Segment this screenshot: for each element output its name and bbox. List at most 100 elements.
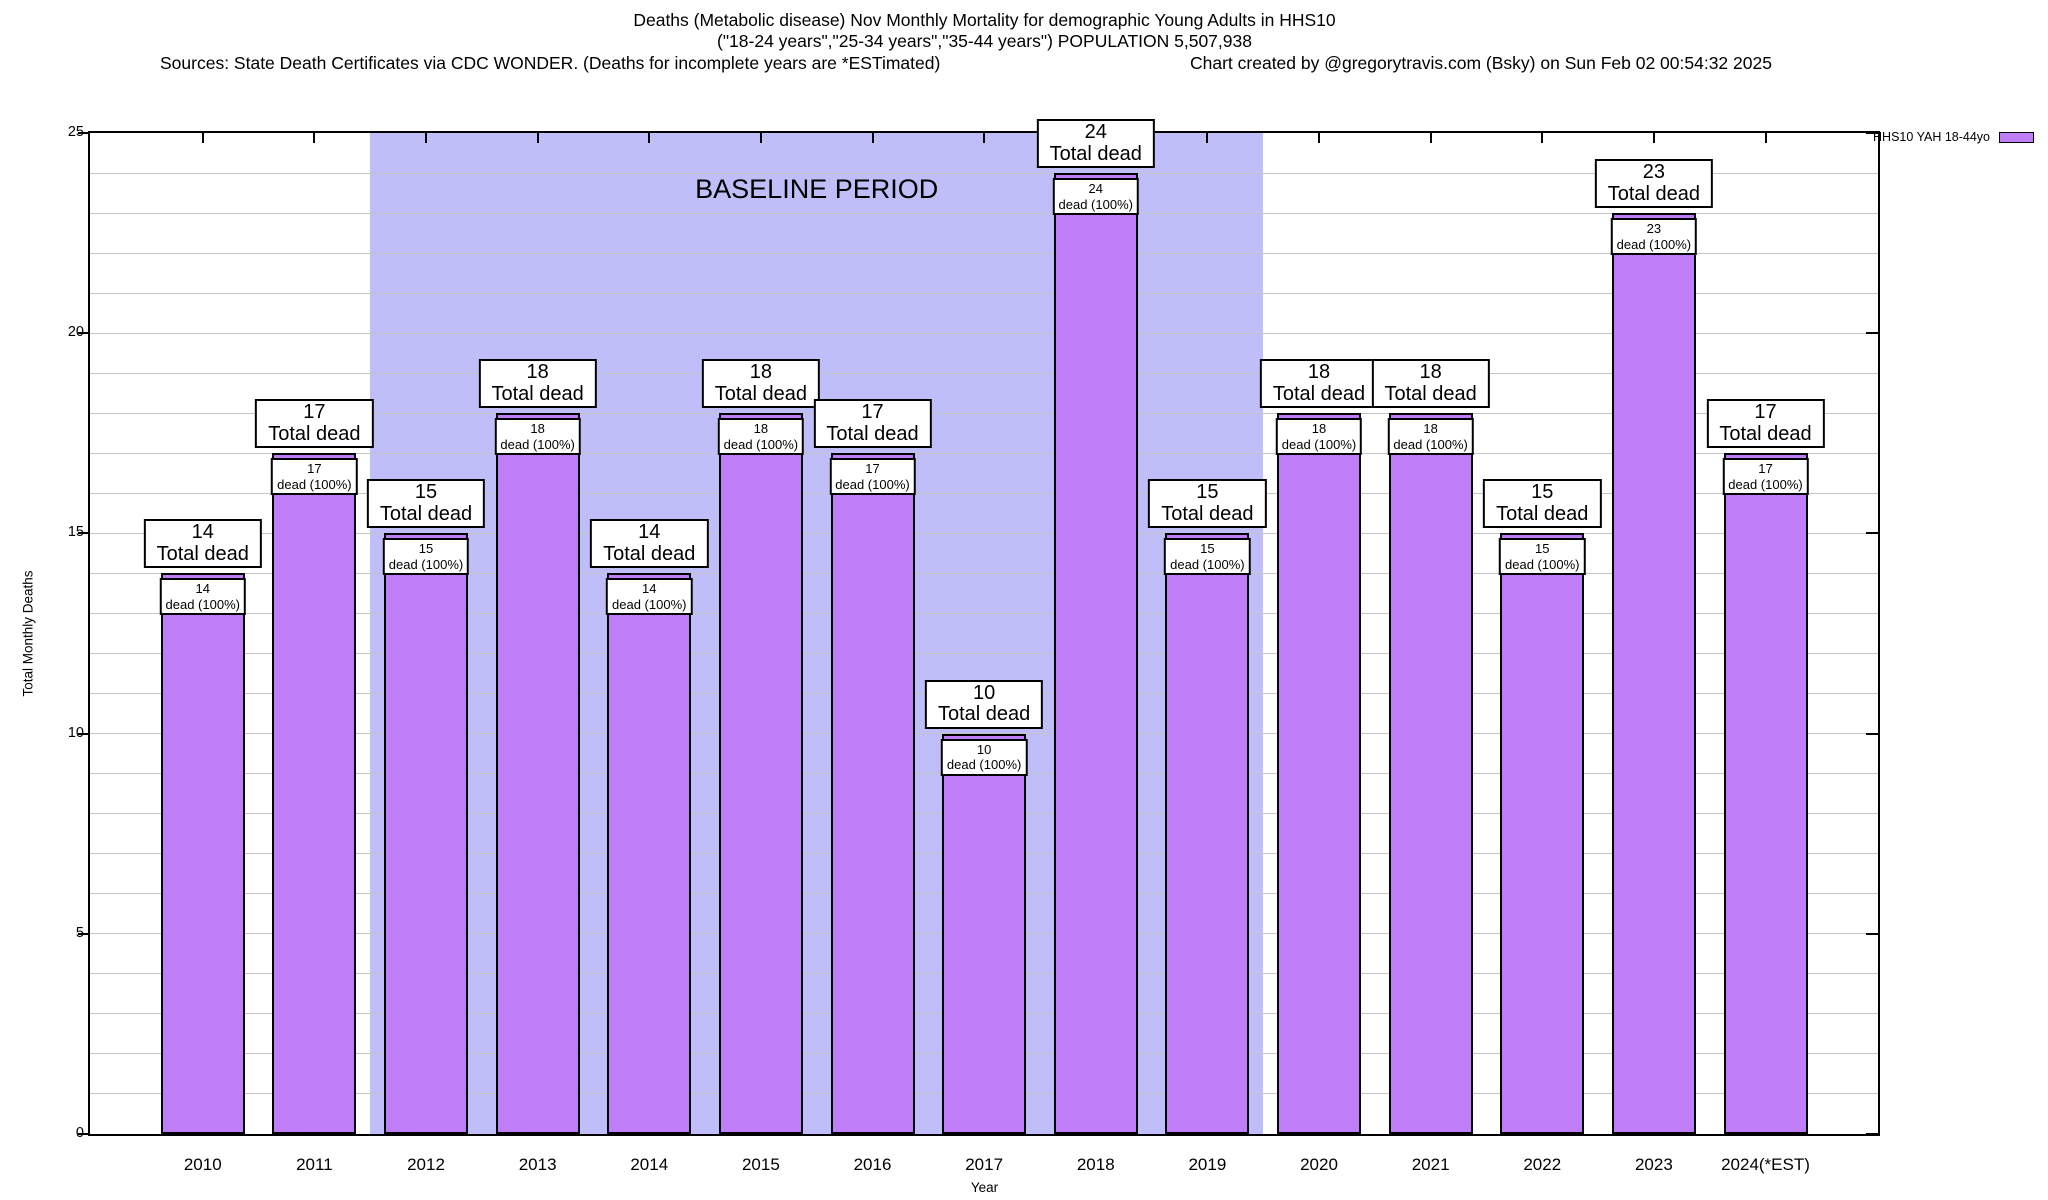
y-axis-tick bbox=[78, 1133, 90, 1135]
bar-total-label-2021: 18 Total dead bbox=[1371, 359, 1490, 409]
bar-total-label-2017: 10 Total dead bbox=[924, 679, 1044, 729]
x-axis-tick-top bbox=[313, 133, 316, 143]
bar-inner-label-2013: 18 dead (100%) bbox=[494, 418, 581, 456]
y-tick-label: 20 bbox=[67, 324, 84, 341]
inner-value: 17 bbox=[865, 461, 880, 477]
total-value: 17 bbox=[303, 401, 326, 424]
total-suffix: Total dead bbox=[379, 502, 473, 525]
bar-inner-label-2023: 23 dead (100%) bbox=[1610, 218, 1698, 256]
baseline-period-label: BASELINE PERIOD bbox=[695, 174, 939, 204]
y-gridline bbox=[90, 572, 1878, 574]
inner-suffix: dead (100%) bbox=[1058, 196, 1133, 212]
x-tick-label-2011: 2011 bbox=[296, 1155, 333, 1174]
total-value: 18 bbox=[1307, 361, 1331, 384]
y-axis-tick bbox=[78, 932, 90, 935]
plot-area: BASELINE PERIOD 0 5 10 15 20 25 14 dead (100%) 14… bbox=[68, 119, 1880, 1174]
inner-value: 17 bbox=[1758, 461, 1773, 477]
bar-2023 bbox=[1611, 213, 1696, 1134]
x-axis-tick-top bbox=[983, 133, 986, 143]
x-axis-tick-top bbox=[648, 133, 651, 143]
bar-2022 bbox=[1500, 533, 1585, 1134]
bar-inner-label-2012: 15 dead (100%) bbox=[382, 538, 470, 576]
credit-note: Chart created by @gregorytravis.com (Bsk… bbox=[1190, 53, 1772, 73]
inner-suffix: dead (100%) bbox=[1505, 556, 1580, 572]
inner-value: 18 bbox=[753, 421, 769, 437]
legend: HHS10 YAH 18-44yo bbox=[1873, 130, 2034, 144]
y-axis-tick bbox=[78, 132, 90, 134]
legend-label: HHS10 YAH 18-44yo bbox=[1873, 130, 1990, 144]
total-suffix: Total dead bbox=[1384, 382, 1477, 405]
total-suffix: Total dead bbox=[156, 542, 249, 565]
inner-suffix: dead (100%) bbox=[1281, 436, 1357, 452]
bar-2012 bbox=[384, 533, 468, 1134]
total-suffix: Total dead bbox=[603, 542, 696, 565]
total-suffix: Total dead bbox=[268, 422, 361, 445]
inner-value: 15 bbox=[1200, 541, 1215, 557]
inner-suffix: dead (100%) bbox=[1393, 436, 1468, 452]
x-axis-tick-top bbox=[1318, 133, 1320, 143]
x-tick-label-2017: 2017 bbox=[965, 1155, 1004, 1174]
bar-2017 bbox=[942, 733, 1027, 1134]
total-value: 15 bbox=[414, 481, 438, 504]
inner-value: 10 bbox=[976, 741, 992, 757]
x-axis-title: Year bbox=[970, 1180, 999, 1195]
bar-inner-label-2020: 18 dead (100%) bbox=[1275, 418, 1363, 456]
bar-total-label-2024(*EST): 17 Total dead bbox=[1706, 399, 1825, 449]
chart-title-line1: Deaths (Metabolic disease) Nov Monthly M… bbox=[633, 10, 1336, 30]
total-value: 17 bbox=[1754, 401, 1777, 424]
bar-inner-label-2015: 18 dead (100%) bbox=[717, 418, 805, 456]
bar-inner-label-2018: 24 dead (100%) bbox=[1052, 178, 1139, 216]
x-axis-tick-top bbox=[1764, 133, 1767, 143]
x-tick-label-2019: 2019 bbox=[1188, 1155, 1227, 1174]
x-tick-label-2021: 2021 bbox=[1411, 1155, 1450, 1174]
x-axis-tick-top bbox=[425, 133, 427, 143]
x-tick-label-2015: 2015 bbox=[741, 1155, 780, 1174]
x-axis-tick-top bbox=[1429, 133, 1432, 143]
bar-total-label-2016: 17 Total dead bbox=[813, 399, 932, 449]
y-gridline bbox=[90, 492, 1878, 494]
bar-2020 bbox=[1277, 413, 1361, 1134]
bar-total-label-2014: 14 Total dead bbox=[590, 519, 709, 569]
y-gridline bbox=[90, 292, 1878, 294]
total-value: 18 bbox=[526, 361, 549, 384]
y-axis-title: Total Monthly Deaths bbox=[20, 570, 36, 697]
inner-value: 18 bbox=[1423, 421, 1438, 437]
inner-value: 14 bbox=[642, 581, 657, 597]
total-value: 14 bbox=[638, 521, 661, 544]
x-axis-tick-top bbox=[1206, 133, 1209, 143]
total-suffix: Total dead bbox=[491, 382, 584, 405]
y-gridline bbox=[90, 653, 1878, 655]
chart-title-line2: ("18-24 years","25-34 years","35-44 year… bbox=[717, 31, 1252, 51]
bar-inner-label-2017: 10 dead (100%) bbox=[940, 738, 1028, 776]
total-value: 17 bbox=[861, 401, 884, 424]
bar-inner-label-2021: 18 dead (100%) bbox=[1387, 418, 1474, 456]
bar-total-label-2020: 18 Total dead bbox=[1259, 359, 1379, 409]
bar-total-label-2011: 17 Total dead bbox=[255, 399, 374, 449]
y-axis-tick-right bbox=[1866, 532, 1878, 535]
x-tick-label-2022: 2022 bbox=[1523, 1155, 1562, 1174]
inner-value: 24 bbox=[1088, 181, 1103, 197]
inner-value: 14 bbox=[195, 581, 210, 597]
x-axis-tick-top bbox=[871, 133, 874, 143]
inner-suffix: dead (100%) bbox=[388, 556, 464, 572]
y-gridline bbox=[90, 332, 1878, 334]
inner-suffix: dead (100%) bbox=[1728, 476, 1803, 492]
inner-value: 18 bbox=[530, 421, 545, 437]
x-tick-label-2013: 2013 bbox=[518, 1155, 557, 1174]
x-axis-tick-top bbox=[1652, 133, 1655, 143]
x-tick-label-2012: 2012 bbox=[407, 1155, 445, 1174]
y-gridline bbox=[90, 412, 1878, 414]
bar-2011 bbox=[272, 453, 357, 1134]
bar-inner-label-2014: 14 dead (100%) bbox=[606, 578, 693, 616]
inner-suffix: dead (100%) bbox=[946, 757, 1022, 773]
total-suffix: Total dead bbox=[937, 703, 1031, 726]
y-gridline bbox=[90, 532, 1878, 534]
bar-inner-label-2024(*EST): 17 dead (100%) bbox=[1722, 458, 1809, 496]
total-value: 10 bbox=[972, 681, 996, 704]
bar-2024(*EST) bbox=[1723, 453, 1808, 1134]
y-tick-label: 25 bbox=[67, 124, 84, 140]
inner-value: 17 bbox=[307, 461, 322, 477]
total-value: 15 bbox=[1196, 481, 1219, 504]
total-value: 15 bbox=[1531, 481, 1554, 504]
